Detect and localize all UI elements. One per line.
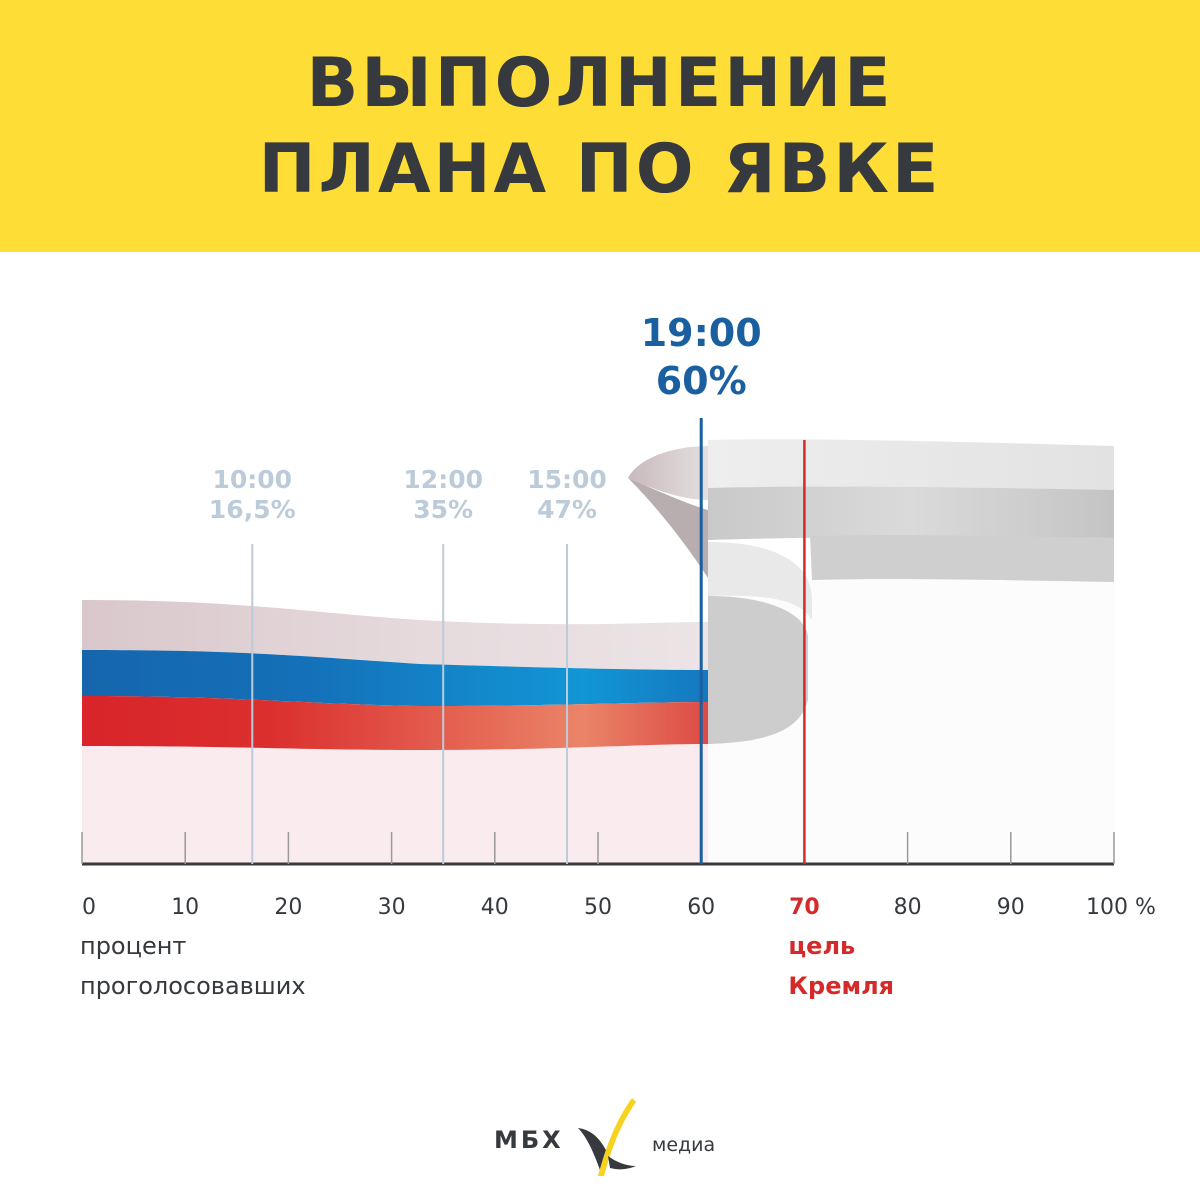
chart-marks: 0 10 20 30 40 50 60 70 80 90 100 % процент проголосо… — [80, 311, 1156, 1000]
checkpoint-value: 16,5% — [209, 495, 296, 524]
ribbon-red-band — [82, 696, 708, 750]
x-tick-label: 40 — [481, 895, 509, 920]
x-tick-label: 10 — [171, 895, 199, 920]
x-logo-icon — [578, 1098, 636, 1176]
x-axis-label-line2: проголосовавших — [80, 972, 306, 1000]
x-tick-label: 50 — [584, 895, 612, 920]
target-label-line1: цель — [788, 932, 855, 960]
logo-text-left: МБХ — [494, 1126, 564, 1154]
x-tick-label: 60 — [687, 895, 715, 920]
checkpoint-time: 10:00 — [212, 465, 292, 494]
ribbon-blue-band — [82, 650, 708, 706]
ribbon-white-band — [82, 600, 708, 670]
target-label-line2: Кремля — [788, 972, 894, 1000]
x-tick-label: 80 — [894, 895, 922, 920]
x-tick-label: 30 — [378, 895, 406, 920]
checkpoint-time: 12:00 — [403, 465, 483, 494]
header-banner — [0, 0, 1200, 252]
checkpoint-time: 15:00 — [527, 465, 607, 494]
logo-text-right: медиа — [652, 1134, 716, 1156]
ribbon-flag — [82, 600, 708, 750]
fill-area-left — [82, 742, 708, 864]
footer-logo: МБХ медиа — [494, 1098, 734, 1178]
x-tick-label: 100 % — [1086, 895, 1156, 920]
checkpoint-value: 35% — [413, 495, 473, 524]
x-tick-label: 90 — [997, 895, 1025, 920]
x-tick-label: 0 — [82, 895, 96, 920]
current-checkpoint-time: 19:00 — [641, 311, 762, 355]
ribbon-future — [628, 439, 1114, 744]
page-title-line2: ПЛАНА ПО ЯВКЕ — [258, 130, 942, 209]
x-axis-label-line1: процент — [80, 932, 186, 960]
current-checkpoint-value: 60% — [656, 359, 747, 403]
x-tick-label: 70 — [789, 895, 820, 920]
page-title-line1: ВЫПОЛНЕНИЕ — [306, 44, 894, 123]
checkpoint-value: 47% — [537, 495, 597, 524]
x-tick-label: 20 — [274, 895, 302, 920]
